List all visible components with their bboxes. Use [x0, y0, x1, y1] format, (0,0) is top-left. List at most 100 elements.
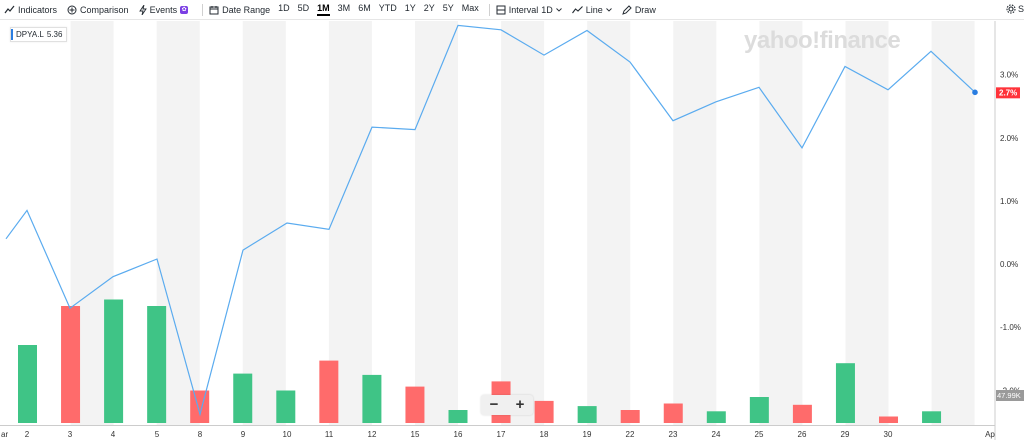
comparison-label: Comparison	[80, 4, 129, 15]
volume-bar	[448, 410, 468, 423]
settings-button[interactable]: S	[1006, 4, 1024, 14]
y-tick-label: 0.0%	[1000, 260, 1018, 269]
volume-bar	[190, 390, 210, 423]
volume-bar	[922, 411, 942, 423]
grid-stripe	[931, 21, 975, 425]
x-tick-label: 9	[241, 430, 246, 439]
x-tick-label: 25	[755, 430, 764, 439]
current-volume-label: 47.99K	[997, 391, 1021, 400]
price-line	[5, 24, 976, 417]
events-badge-icon: ✿	[180, 5, 189, 14]
comparison-button[interactable]: Comparison	[67, 5, 129, 15]
grid-stripe	[845, 21, 889, 425]
x-tick-label: 29	[841, 430, 850, 439]
date-range-button[interactable]: Date Range	[209, 5, 270, 15]
events-button[interactable]: Events ✿	[138, 4, 189, 15]
range-6m-button[interactable]: 6M	[358, 3, 371, 13]
draw-label: Draw	[634, 4, 656, 15]
range-max-button[interactable]: Max	[461, 3, 479, 13]
indicators-button[interactable]: Indicators	[4, 5, 57, 15]
x-tick-label: 3	[68, 430, 73, 439]
plus-circle-icon	[67, 5, 77, 14]
draw-button[interactable]: Draw	[622, 5, 656, 15]
y-tick-label: -1.0%	[1000, 323, 1021, 332]
volume-bar	[147, 306, 167, 423]
x-tick-label: Ap	[985, 430, 995, 439]
chart-toolbar: Indicators Comparison Events ✿ Date Rang…	[0, 0, 1024, 20]
grid-stripe	[673, 21, 717, 425]
x-tick-label: 5	[155, 430, 160, 439]
current-volume-tag	[996, 390, 1024, 401]
ticker-color-swatch	[11, 29, 13, 40]
interval-value: 1D	[541, 4, 553, 15]
zoom-in-button[interactable]: +	[515, 396, 525, 413]
indicators-icon	[4, 5, 15, 13]
x-tick-label: 15	[411, 430, 420, 439]
chevron-down-icon	[555, 7, 562, 12]
x-tick-label: 4	[111, 430, 116, 439]
volume-bar	[835, 363, 855, 423]
range-ytd-button[interactable]: YTD	[378, 3, 397, 13]
volume-bar	[879, 416, 898, 423]
x-tick-label: 10	[283, 430, 292, 439]
x-tick-label: 19	[583, 430, 592, 439]
current-value-label: 2.7%	[999, 88, 1017, 97]
range-selector: 1D 5D 1M 3M 6M YTD 1Y 2Y 5Y Max	[274, 3, 483, 16]
y-tick-label: 2.0%	[1000, 134, 1018, 143]
line-type-button[interactable]: Line	[571, 5, 612, 15]
candlestick-icon	[496, 5, 506, 14]
x-tick-label: 17	[497, 430, 506, 439]
x-tick-label: 2	[25, 430, 30, 439]
volume-bar	[577, 406, 597, 423]
volume-bar	[61, 306, 81, 423]
pencil-icon	[622, 4, 632, 15]
grid-stripe	[242, 21, 286, 425]
volume-bar	[534, 400, 554, 423]
grid-stripe	[501, 21, 545, 425]
ticker-tag[interactable]: DPYA.L 5.36	[10, 27, 68, 42]
indicators-label: Indicators	[18, 4, 58, 15]
range-1m-button[interactable]: 1M	[317, 3, 330, 16]
x-tick-label: 24	[712, 430, 721, 439]
interval-button[interactable]: Interval 1D	[496, 5, 562, 15]
x-tick-label: 26	[798, 430, 807, 439]
grid-stripe	[759, 21, 803, 425]
x-tick-label: 11	[325, 430, 334, 439]
range-1y-button[interactable]: 1Y	[404, 3, 416, 13]
volume-bar	[319, 360, 339, 423]
range-3m-button[interactable]: 3M	[337, 3, 351, 13]
zoom-out-button[interactable]: −	[489, 396, 499, 413]
current-price-dot	[972, 89, 978, 96]
volume-bar	[405, 386, 425, 423]
x-tick-label: 8	[198, 430, 203, 439]
ticker-symbol: DPYA.L	[16, 30, 44, 39]
range-1d-button[interactable]: 1D	[278, 3, 290, 13]
ticker-price: 5.36	[46, 30, 63, 39]
volume-bar	[233, 373, 253, 423]
range-5d-button[interactable]: 5D	[297, 3, 310, 13]
zoom-control: − +	[481, 395, 533, 415]
interval-label: Interval	[508, 4, 539, 15]
x-tick-label: 16	[454, 430, 463, 439]
chevron-down-icon	[605, 7, 612, 12]
calendar-icon	[209, 5, 219, 14]
volume-bar	[620, 410, 640, 423]
range-2y-button[interactable]: 2Y	[423, 3, 435, 13]
lightning-icon	[138, 4, 147, 15]
volume-bar	[749, 397, 769, 423]
x-tick-label: 22	[626, 430, 635, 439]
y-tick-label: 3.0%	[1000, 71, 1018, 80]
line-chart-icon	[571, 5, 583, 13]
volume-bar	[104, 299, 124, 423]
grid-stripe	[587, 21, 631, 425]
volume-bar	[362, 374, 382, 423]
grid-stripe	[328, 21, 372, 425]
volume-bar	[663, 403, 683, 423]
volume-bar	[706, 411, 726, 423]
grid-stripe	[414, 21, 459, 425]
y-tick-label: 1.0%	[1000, 197, 1018, 206]
range-5y-button[interactable]: 5Y	[442, 3, 454, 13]
current-value-tag	[996, 87, 1020, 99]
toolbar-divider	[202, 3, 204, 16]
